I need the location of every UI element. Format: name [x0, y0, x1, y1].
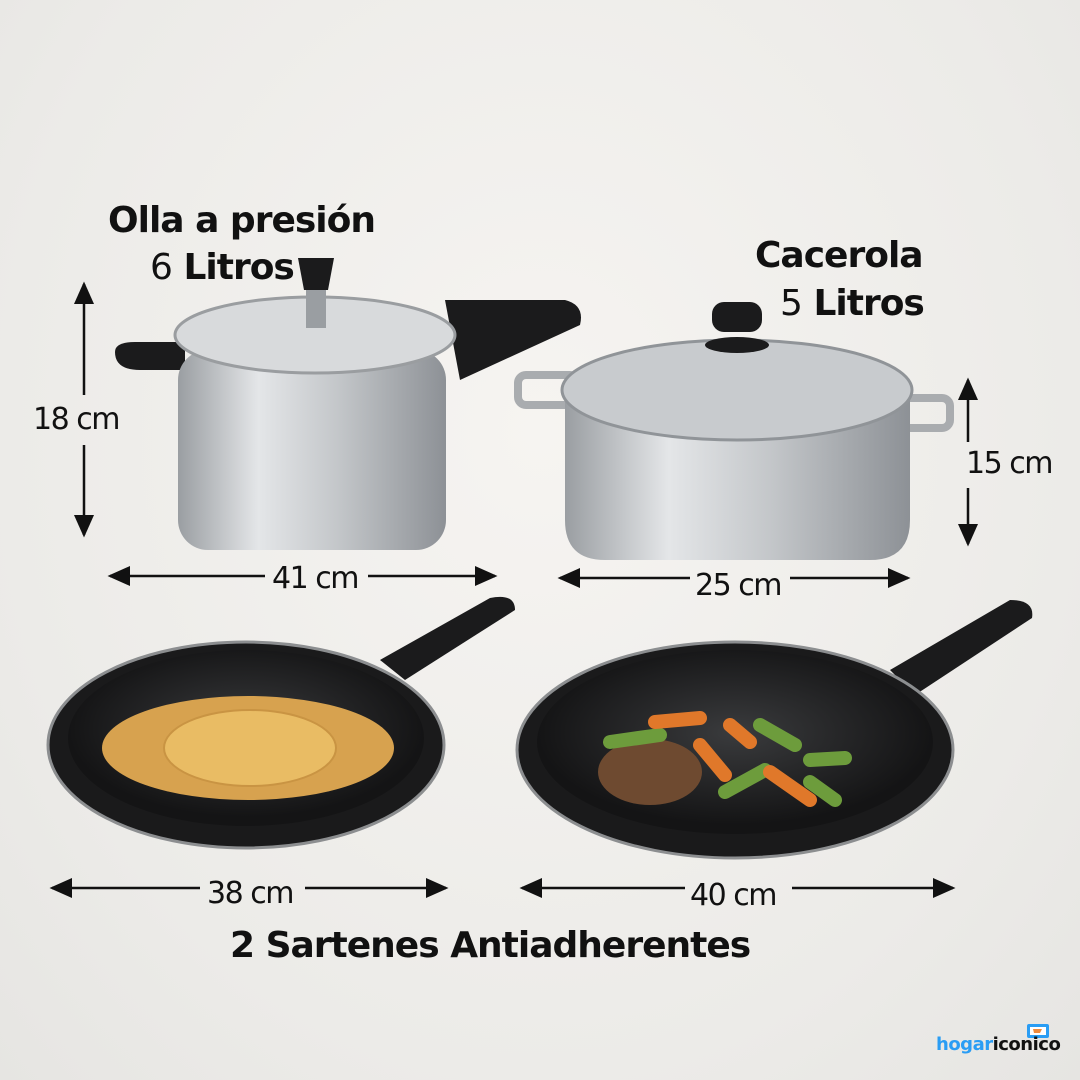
- casserole-name: Cacerola: [755, 235, 924, 276]
- dimension-arrows: [49, 281, 978, 898]
- casserole-image: [514, 302, 954, 560]
- large-pan-width: 40 cm: [690, 878, 777, 913]
- pressure-cooker-height: 18 cm: [33, 402, 120, 437]
- casserole-width: 25 cm: [695, 568, 782, 603]
- pressure-cooker-width: 41 cm: [272, 561, 359, 596]
- capacity-number: 6: [150, 247, 173, 288]
- capacity-number: 5: [780, 283, 803, 324]
- small-pan-width: 38 cm: [207, 876, 294, 911]
- pressure-cooker-capacity: 6 Litros: [150, 247, 295, 288]
- logo-part2: iconico: [992, 1034, 1061, 1055]
- casserole-capacity: 5 Litros: [780, 283, 925, 324]
- brand-logo: hogariconico: [936, 1034, 1061, 1055]
- pressure-cooker-image: [115, 258, 581, 550]
- cart-monitor-icon: [1027, 1024, 1049, 1038]
- capacity-unit: Litros: [183, 247, 294, 288]
- capacity-unit: Litros: [813, 283, 924, 324]
- casserole-height: 15 cm: [966, 446, 1053, 481]
- large-frying-pan-image: [515, 600, 1033, 860]
- small-frying-pan-image: [46, 596, 515, 850]
- pressure-cooker-name: Olla a presión: [108, 200, 376, 241]
- pans-title: 2 Sartenes Antiadherentes: [230, 925, 751, 966]
- logo-part1: hogar: [936, 1034, 993, 1055]
